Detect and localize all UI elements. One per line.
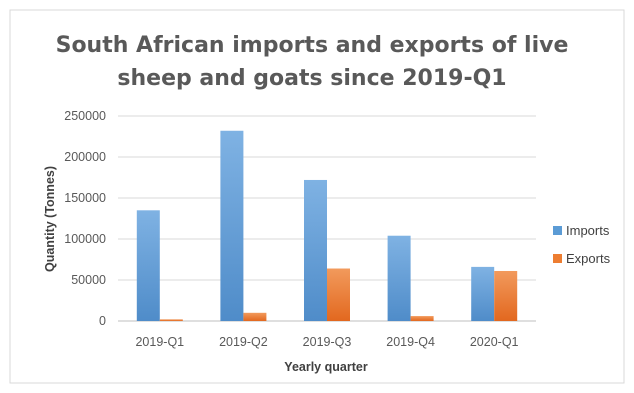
bar-imports-2019-q4	[387, 235, 411, 321]
bar-imports-2019-q3	[304, 179, 327, 321]
x-axis-label: Yearly quarter	[284, 360, 368, 374]
legend-swatch-imports	[553, 226, 562, 235]
legend-label-exports: Exports	[566, 251, 611, 266]
y-tick-label: 100000	[64, 232, 106, 246]
bar-imports-2019-q2	[220, 130, 244, 321]
x-tick-label: 2019-Q3	[303, 335, 352, 349]
chart-title-line-2: sheep and goats since 2019-Q1	[117, 66, 506, 91]
x-tick-label: 2019-Q1	[135, 335, 184, 349]
bar-exports-2019-q2	[243, 312, 267, 321]
y-tick-label: 0	[99, 314, 106, 328]
y-tick-label: 50000	[71, 273, 106, 287]
x-tick-label: 2019-Q2	[219, 335, 268, 349]
legend: Imports Exports	[553, 223, 611, 266]
gridlines	[118, 115, 536, 322]
legend-swatch-exports	[553, 254, 562, 263]
bar-exports-2019-q3	[327, 268, 350, 321]
bar-exports-2019-q4	[410, 316, 434, 321]
y-tick-label: 250000	[64, 109, 106, 123]
y-tick-label: 150000	[64, 191, 106, 205]
x-axis-ticks: 2019-Q1 2019-Q2 2019-Q3 2019-Q4 2020-Q1	[135, 335, 518, 349]
bar-imports-2020-q1	[471, 266, 495, 321]
y-tick-label: 200000	[64, 150, 106, 164]
legend-label-imports: Imports	[566, 223, 610, 238]
x-tick-label: 2019-Q4	[386, 335, 435, 349]
x-tick-label: 2020-Q1	[470, 335, 519, 349]
y-axis-label: Quantity (Tonnes)	[43, 166, 57, 272]
chart-title-line-1: South African imports and exports of liv…	[56, 33, 569, 58]
bar-exports-2019-q1	[159, 319, 183, 321]
bars	[136, 130, 518, 321]
y-axis-ticks: 0 50000 100000 150000 200000 250000	[64, 109, 106, 328]
bar-imports-2019-q1	[136, 210, 160, 321]
bar-exports-2020-q1	[494, 270, 518, 321]
